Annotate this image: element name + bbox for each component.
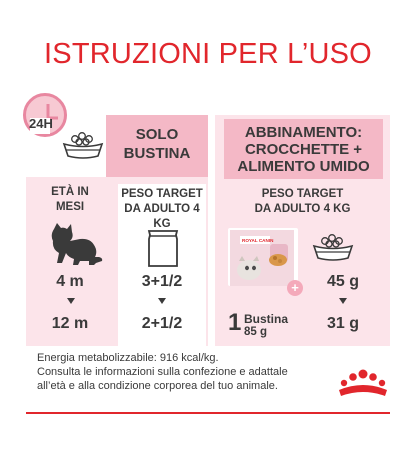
solo-bustina-title: SOLO BUSTINA [123, 126, 191, 162]
divider-line [26, 412, 390, 414]
pouch-count: 1 [228, 309, 242, 336]
royal-canin-pouch-photo: ROYAL CANIN [230, 230, 294, 286]
kibble-bowl-icon [312, 234, 354, 261]
abbinamento-title: ABBINAMENTO: CROCCHETTE + ALIMENTO UMIDO [237, 124, 370, 175]
pouch-brand-text: ROYAL CANIN [242, 238, 274, 243]
kibble-bowl-icon [62, 132, 104, 159]
energy-footnote: Energia metabolizzabile: 916 kcal/kg. Co… [37, 352, 288, 392]
arrow-down-icon [158, 298, 166, 304]
kitten-icon [51, 223, 103, 265]
arrow-down-icon [67, 298, 75, 304]
abbinamento-header [224, 119, 383, 179]
pouch-weight: 85 g [244, 326, 268, 338]
combo-target-weight-header: PESO TARGET DA ADULTO 4 KG [254, 188, 351, 215]
clock-label-bg [30, 118, 50, 134]
age-from: 4 m [56, 273, 84, 290]
pouch-to: 2+1/2 [141, 315, 183, 332]
page-title: ISTRUZIONI PER L’USO [44, 38, 372, 70]
age-to: 12 m [51, 315, 89, 332]
combo-from: 45 g [326, 273, 359, 290]
age-column-header: ETÀ IN MESI [51, 186, 89, 213]
combo-to: 31 g [326, 315, 359, 332]
pouch-count-label: Bustina [244, 312, 289, 326]
plus-icon: + [287, 280, 303, 296]
royal-canin-crown-logo [339, 369, 387, 396]
pouch-from: 3+1/2 [141, 273, 183, 290]
pouch-icon [147, 230, 179, 267]
pouch-target-weight-header: PESO TARGET DA ADULTO 4 KG [121, 188, 203, 230]
arrow-down-icon [339, 298, 347, 304]
clock-label: 24H [29, 116, 53, 131]
